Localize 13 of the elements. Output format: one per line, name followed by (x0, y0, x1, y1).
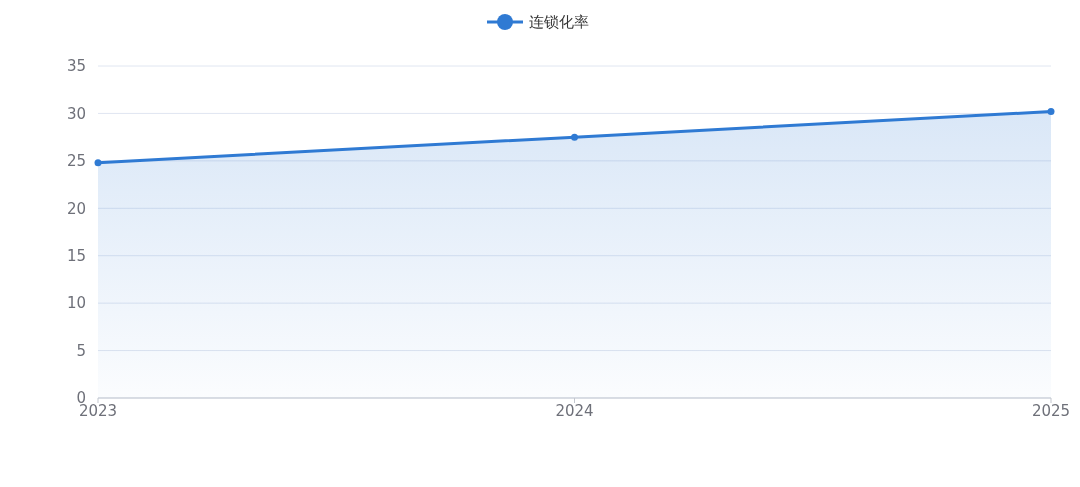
point (94, 159, 102, 167)
x-tick-label: 2024 (555, 402, 594, 420)
y-tick-label: 35 (66, 57, 86, 76)
y-tick-label: 25 (66, 152, 86, 171)
x-tick-label: 2025 (1031, 402, 1071, 420)
y-tick-label: 20 (66, 199, 86, 218)
legend-label: 连锁化率 (529, 13, 589, 32)
y-tick-label: 10 (66, 294, 86, 313)
point (1047, 108, 1055, 116)
y-tick-label: 5 (76, 341, 86, 360)
y-tick-label: 30 (66, 104, 86, 123)
y-tick-label: 15 (66, 246, 86, 265)
point (571, 133, 578, 141)
